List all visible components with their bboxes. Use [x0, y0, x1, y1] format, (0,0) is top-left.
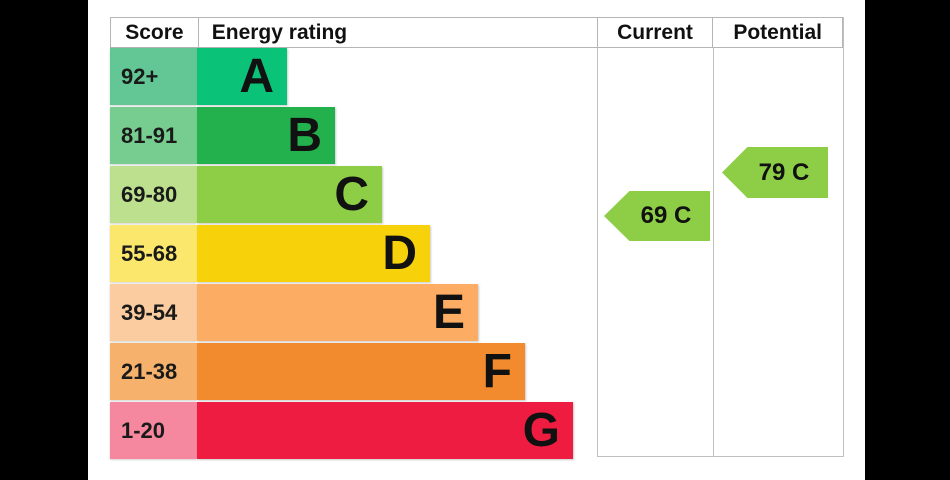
chart-panel: Score Energy rating Current Potential 92… — [88, 0, 865, 480]
band-row-f: 21-38 F — [110, 343, 597, 402]
band-row-d: 55-68 D — [110, 225, 597, 284]
band-row-a: 92+ A — [110, 48, 597, 107]
band-bar: G — [197, 402, 573, 459]
band-row-g: 1-20 G — [110, 402, 597, 461]
band-letter: F — [482, 345, 512, 398]
band-letter: D — [382, 227, 417, 280]
band-letter: G — [522, 404, 560, 457]
band-bar: B — [197, 107, 335, 164]
score-range: 39-54 — [110, 284, 197, 341]
table-header: Score Energy rating Current Potential — [110, 17, 843, 48]
bands: 92+ A 81-91 B 69-80 C 55-68 D 39-54 E 21-38 F 1-20 G — [110, 48, 597, 461]
score-range: 69-80 — [110, 166, 197, 223]
score-range: 92+ — [110, 48, 197, 105]
header-potential: Potential — [712, 18, 842, 47]
score-range: 81-91 — [110, 107, 197, 164]
band-row-c: 69-80 C — [110, 166, 597, 225]
current-arrow: 69 C — [604, 191, 710, 241]
potential-column — [713, 17, 844, 457]
score-range: 1-20 — [110, 402, 197, 459]
header-energy-rating: Energy rating — [197, 18, 597, 47]
band-letter: A — [239, 50, 274, 103]
band-bar: F — [197, 343, 525, 400]
band-bar: D — [197, 225, 430, 282]
header-current: Current — [596, 18, 713, 47]
score-range: 21-38 — [110, 343, 197, 400]
band-letter: B — [287, 109, 322, 162]
band-bar: A — [197, 48, 287, 105]
band-letter: E — [432, 286, 465, 339]
band-row-e: 39-54 E — [110, 284, 597, 343]
band-row-b: 81-91 B — [110, 107, 597, 166]
header-score: Score — [125, 20, 184, 44]
band-letter: C — [334, 168, 369, 221]
band-bar: E — [197, 284, 478, 341]
band-bar: C — [197, 166, 382, 223]
potential-arrow: 79 C — [722, 147, 828, 198]
score-range: 55-68 — [110, 225, 197, 282]
